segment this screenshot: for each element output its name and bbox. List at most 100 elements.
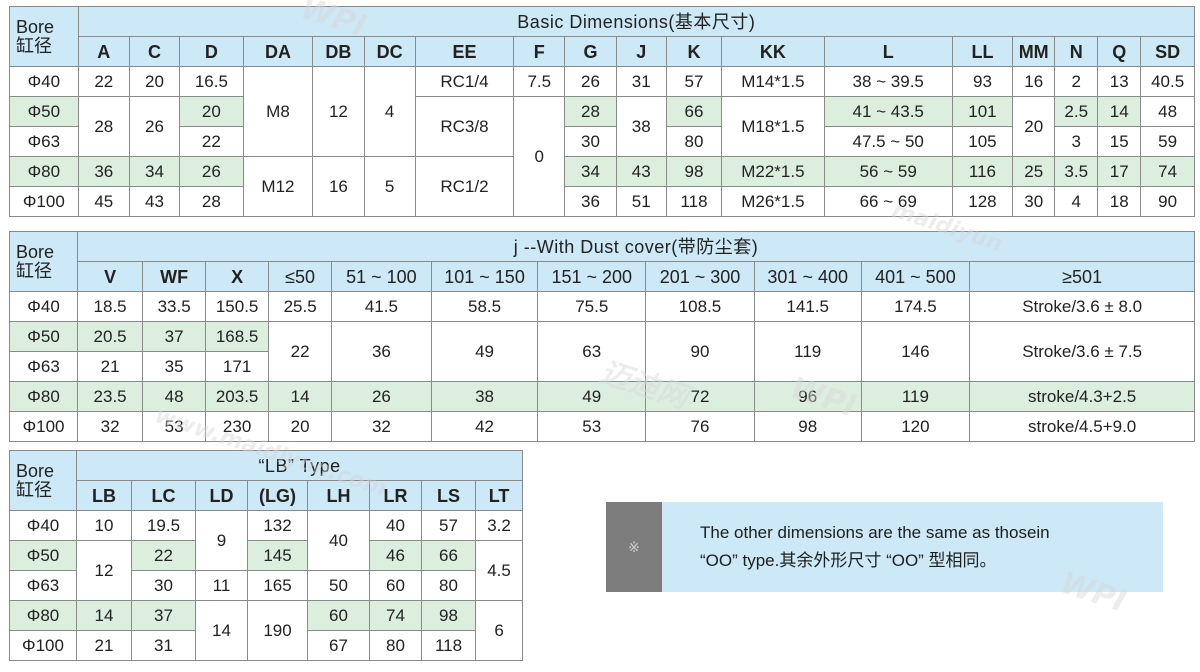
table-cell: Stroke/3.6 ± 8.0 bbox=[969, 291, 1195, 322]
table-cell: 58.5 bbox=[430, 291, 539, 322]
bore-cell: Φ40 bbox=[9, 510, 77, 541]
col-header: 201 ~ 300 bbox=[645, 261, 755, 292]
table-cell: 36 bbox=[564, 186, 617, 217]
table-cell: 96 bbox=[753, 381, 862, 412]
table-cell: 48 bbox=[1140, 96, 1195, 127]
table-cell: 174.5 bbox=[860, 291, 971, 322]
table-cell: 23.5 bbox=[77, 381, 144, 412]
table-cell: 57 bbox=[665, 66, 723, 97]
table-cell: 60 bbox=[369, 570, 422, 601]
table-cell: 30 bbox=[131, 570, 196, 601]
table-cell: stroke/4.3+2.5 bbox=[969, 381, 1195, 412]
col-header: K bbox=[665, 36, 723, 67]
col-header: 51 ~ 100 bbox=[331, 261, 432, 292]
table-cell: 116 bbox=[951, 156, 1014, 187]
table-cell: 37 bbox=[131, 600, 196, 631]
table-cell: 128 bbox=[951, 186, 1014, 217]
bore-header: Bore 缸径 bbox=[9, 6, 79, 67]
table-cell: RC1/2 bbox=[414, 156, 515, 217]
table-cell: 37 bbox=[142, 321, 207, 352]
table-cell: 53 bbox=[537, 411, 647, 442]
table-title: “LB” Type bbox=[75, 450, 524, 481]
col-header: 401 ~ 500 bbox=[860, 261, 971, 292]
col-header: LC bbox=[131, 480, 196, 511]
table-cell: 67 bbox=[307, 630, 370, 661]
table-cell: RC3/8 bbox=[414, 96, 515, 157]
note-line-1: The other dimensions are the same as tho… bbox=[700, 523, 1050, 542]
table-cell: 66 bbox=[665, 96, 723, 127]
table-cell: 118 bbox=[665, 186, 723, 217]
note-box: ※ The other dimensions are the same as t… bbox=[606, 502, 1163, 592]
table-cell: 53 bbox=[142, 411, 207, 442]
table-cell: 80 bbox=[369, 630, 422, 661]
table-cell: 28 bbox=[77, 96, 130, 157]
note-line-2: “OO” type.其余外形尺寸 “OO” 型相同。 bbox=[700, 551, 997, 570]
table-cell: 101 bbox=[951, 96, 1014, 127]
col-header: DC bbox=[363, 36, 416, 67]
table-cell: Stroke/3.6 ± 7.5 bbox=[969, 321, 1195, 382]
table-cell: 10 bbox=[76, 510, 132, 541]
col-header: D bbox=[179, 36, 244, 67]
table-cell: 12 bbox=[76, 540, 132, 601]
col-header: LD bbox=[195, 480, 248, 511]
col-header: 301 ~ 400 bbox=[753, 261, 862, 292]
bore-cell: Φ100 bbox=[8, 411, 79, 442]
col-header: LL bbox=[951, 36, 1014, 67]
table-cell: M14*1.5 bbox=[721, 66, 825, 97]
table-cell: M22*1.5 bbox=[721, 156, 825, 187]
col-header: C bbox=[128, 36, 181, 67]
table-cell: 98 bbox=[753, 411, 862, 442]
table-cell: 98 bbox=[665, 156, 723, 187]
table-cell: 16 bbox=[1012, 66, 1056, 97]
col-header: G bbox=[564, 36, 617, 67]
table-cell: 42 bbox=[430, 411, 539, 442]
table-cell: 12 bbox=[312, 66, 365, 157]
table-cell: 168.5 bbox=[205, 321, 270, 352]
table-cell: 33.5 bbox=[142, 291, 207, 322]
col-header: (LG) bbox=[247, 480, 308, 511]
table-cell: 49 bbox=[537, 381, 647, 412]
col-header: WF bbox=[142, 261, 207, 292]
table-cell: 26 bbox=[564, 66, 617, 97]
bore-cell: Φ63 bbox=[9, 126, 79, 157]
col-header: A bbox=[77, 36, 130, 67]
table-cell: 32 bbox=[331, 411, 432, 442]
bore-cell: Φ80 bbox=[9, 156, 79, 187]
table-cell: 40 bbox=[369, 510, 422, 541]
table-cell: 31 bbox=[615, 66, 667, 97]
table-cell: 145 bbox=[247, 540, 308, 571]
col-header: Q bbox=[1097, 36, 1142, 67]
table-cell: 171 bbox=[205, 351, 270, 382]
table-cell: 132 bbox=[247, 510, 308, 541]
table-cell: 230 bbox=[205, 411, 270, 442]
bore-cell: Φ100 bbox=[9, 630, 77, 661]
col-header: LB bbox=[76, 480, 132, 511]
table-cell: 38 ~ 39.5 bbox=[823, 66, 953, 97]
table-cell: 15 bbox=[1097, 126, 1142, 157]
table-cell: 43 bbox=[615, 156, 667, 187]
table-cell: 60 bbox=[307, 600, 370, 631]
table-cell: 20 bbox=[128, 66, 181, 97]
table-cell: 38 bbox=[615, 96, 667, 157]
table-cell: 36 bbox=[77, 156, 130, 187]
table-cell: 74 bbox=[369, 600, 422, 631]
bore-cell: Φ40 bbox=[8, 291, 79, 322]
lb-type-table: Bore 缸径 “LB” Type LB LC LD (LG) LH LR LS… bbox=[9, 450, 524, 661]
table-cell: 49 bbox=[430, 321, 539, 382]
col-header: KK bbox=[721, 36, 825, 67]
table-cell: 26 bbox=[331, 381, 432, 412]
table-cell: 74 bbox=[1140, 156, 1195, 187]
col-header: LR bbox=[369, 480, 422, 511]
table-cell: 75.5 bbox=[537, 291, 647, 322]
col-header: 101 ~ 150 bbox=[430, 261, 539, 292]
table-cell: 6 bbox=[474, 600, 524, 661]
col-header: X bbox=[205, 261, 270, 292]
table-cell: 34 bbox=[564, 156, 617, 187]
table-cell: 59 bbox=[1140, 126, 1195, 157]
col-header: MM bbox=[1012, 36, 1056, 67]
table-cell: 48 bbox=[142, 381, 207, 412]
table-cell: 22 bbox=[77, 66, 130, 97]
table-cell: 50 bbox=[307, 570, 370, 601]
bore-cell: Φ63 bbox=[8, 351, 79, 382]
table-cell: 4 bbox=[363, 66, 416, 157]
